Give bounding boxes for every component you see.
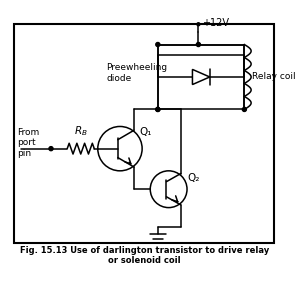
Text: Q₁: Q₁ [140, 128, 152, 137]
Text: Fig. 15.13 Use of darlington transistor to drive relay
or solenoid coil: Fig. 15.13 Use of darlington transistor … [20, 246, 269, 265]
Bar [14, 24, 274, 243]
Text: +12V: +12V [202, 18, 229, 28]
Text: Q₂: Q₂ [187, 173, 200, 183]
Circle shape [196, 43, 200, 46]
Text: $R_B$: $R_B$ [74, 124, 88, 138]
Text: Relay coil: Relay coil [253, 73, 296, 82]
Circle shape [242, 107, 246, 112]
Circle shape [98, 127, 142, 171]
Circle shape [156, 107, 160, 112]
Text: From
port
pin: From port pin [16, 128, 39, 158]
Circle shape [150, 171, 187, 208]
Polygon shape [192, 69, 210, 85]
Circle shape [156, 107, 160, 112]
Text: Preewheeling
diode: Preewheeling diode [106, 63, 168, 82]
Circle shape [197, 23, 200, 26]
Circle shape [49, 147, 53, 151]
Circle shape [156, 43, 160, 46]
